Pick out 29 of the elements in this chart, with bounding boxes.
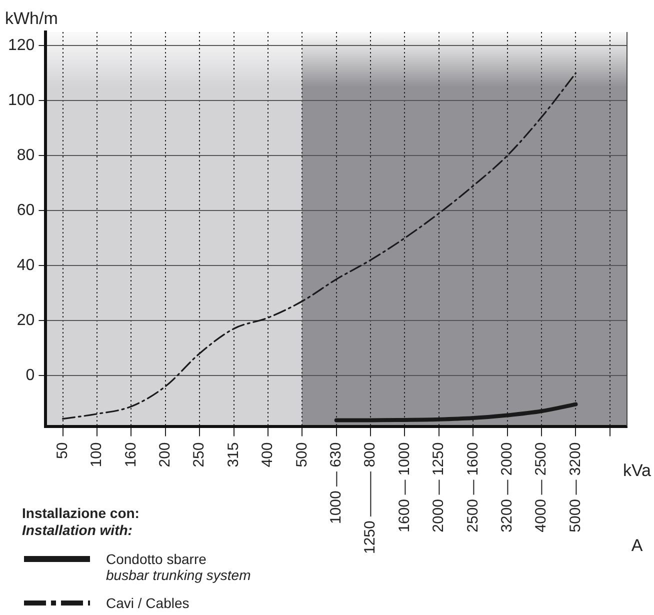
- x-tick-label: 3200 — 2000: [498, 442, 516, 532]
- x-tick-label: 315: [224, 442, 242, 468]
- legend-title: Installazione con: Installation with:: [22, 505, 140, 539]
- x-tick-label: 1000 — 630: [327, 442, 344, 524]
- x-tick-label: 500: [293, 442, 310, 468]
- x-axis-title: kVa: [622, 460, 652, 480]
- y-tick-label: 100: [8, 92, 35, 110]
- legend-label: Condotto sbarre busbar trunking system: [106, 551, 251, 583]
- x-tick-label: 2000 — 1250: [430, 442, 448, 532]
- text: A: [631, 536, 644, 555]
- x-tick-label: 100: [88, 442, 106, 468]
- x-tick-label: 200: [156, 442, 174, 468]
- y-tick-label: 120: [8, 37, 35, 54]
- y-tick-label: 40: [16, 256, 35, 274]
- y-axis-title: kWh/m: [5, 9, 58, 28]
- x-tick-label: 160: [122, 442, 140, 468]
- x-tick-label: 1600 — 1000: [396, 442, 413, 532]
- y-tick-label: 80: [16, 147, 35, 164]
- x-tick-label: 5000 — 3200: [566, 442, 584, 532]
- x-tick-label: 2500 — 1600: [464, 442, 482, 532]
- x-tick-label: 1250 ——— 800: [362, 442, 379, 554]
- x-tick-label: 4000 — 2500: [532, 442, 550, 532]
- legend-label: Cavi / Cables: [106, 595, 190, 611]
- x-tick-label: 250: [190, 442, 208, 468]
- x-tick-label: 50: [54, 442, 71, 459]
- y-tick-label: 0: [26, 366, 35, 384]
- y-tick-label: 20: [16, 312, 35, 329]
- x-tick-label: 400: [259, 442, 276, 468]
- y-tick-label: 60: [16, 202, 35, 219]
